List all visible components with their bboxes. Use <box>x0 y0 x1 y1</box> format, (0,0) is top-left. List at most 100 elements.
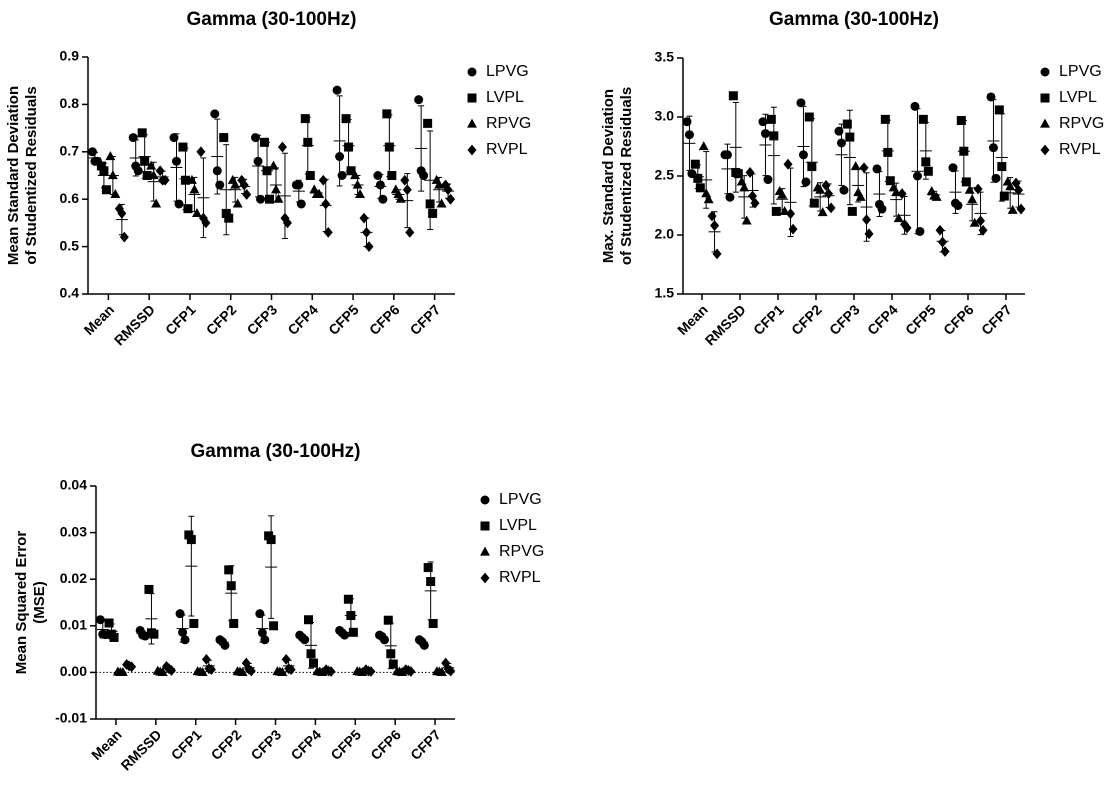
chart-title: Gamma (30-100Hz) <box>190 441 360 462</box>
point <box>948 163 958 173</box>
point <box>137 128 147 138</box>
point <box>872 164 882 174</box>
y-tick-label: 2.5 <box>655 167 675 183</box>
point <box>883 147 893 157</box>
point <box>698 141 709 151</box>
point <box>964 184 975 194</box>
y-axis-title-line: Mean Squared Error <box>13 531 30 675</box>
point <box>758 117 768 127</box>
point <box>695 183 705 193</box>
point <box>864 228 874 240</box>
point <box>382 109 392 119</box>
point <box>690 159 700 169</box>
point <box>104 618 114 628</box>
point <box>346 166 356 176</box>
point <box>99 166 109 176</box>
point <box>224 213 234 223</box>
point <box>175 609 185 619</box>
point <box>777 189 788 199</box>
point <box>160 174 170 186</box>
point <box>101 185 111 195</box>
legend-marker <box>480 521 490 531</box>
point <box>910 101 920 111</box>
point <box>885 176 895 186</box>
point <box>277 141 287 153</box>
point <box>1007 204 1018 214</box>
point <box>397 667 408 676</box>
x-tick-label: CFP7 <box>407 301 444 338</box>
legend-marker <box>480 546 490 556</box>
point <box>976 215 986 227</box>
point <box>707 210 717 222</box>
point <box>373 171 383 180</box>
point <box>151 198 162 208</box>
point <box>215 180 225 190</box>
point <box>839 185 849 195</box>
point <box>105 151 116 161</box>
point <box>266 535 276 545</box>
y-tick-label: 2.0 <box>655 226 675 242</box>
point <box>183 204 193 214</box>
y-tick-label: -0.01 <box>55 710 87 726</box>
point <box>146 160 157 170</box>
point <box>988 143 998 153</box>
point <box>364 241 374 252</box>
point <box>337 171 347 180</box>
point <box>314 189 325 199</box>
point <box>281 653 291 665</box>
point <box>178 142 188 152</box>
point <box>191 208 202 218</box>
point <box>786 208 796 220</box>
y-tick-label: 0.01 <box>60 617 87 633</box>
point <box>959 146 969 156</box>
point <box>355 189 365 199</box>
legend-marker <box>1040 93 1050 103</box>
point <box>375 180 385 190</box>
point <box>294 180 304 190</box>
legend-marker <box>480 495 490 505</box>
legend-label: RPVG <box>1059 115 1104 132</box>
point <box>232 198 243 208</box>
point <box>206 664 216 676</box>
point <box>434 179 445 189</box>
point <box>953 201 963 210</box>
point <box>940 246 950 257</box>
legend-label: RPVG <box>499 543 544 560</box>
point <box>277 667 288 676</box>
point <box>166 665 176 676</box>
point <box>335 152 345 162</box>
y-tick-label: 0.4 <box>60 285 80 301</box>
legend-label: RPVG <box>486 115 531 132</box>
x-tick-label: CFP5 <box>325 301 362 338</box>
point <box>423 563 433 573</box>
legend-label: LPVG <box>1059 63 1102 80</box>
legend-label: LVPL <box>1059 89 1097 106</box>
point <box>300 635 310 645</box>
point <box>257 628 267 638</box>
point <box>796 98 806 108</box>
point <box>282 217 292 229</box>
point <box>117 208 127 219</box>
y-tick-label: 0.5 <box>60 237 80 253</box>
point <box>760 129 770 139</box>
point <box>443 184 453 196</box>
point <box>95 615 105 625</box>
point <box>350 170 360 180</box>
y-axis-title-line: Max. Standard Deviation <box>600 89 617 263</box>
point <box>419 640 429 650</box>
point <box>186 174 197 184</box>
x-tick-label: CFP2 <box>788 301 825 338</box>
point <box>801 177 811 187</box>
point <box>237 667 248 676</box>
x-tick-label: Mean <box>88 726 125 763</box>
point <box>300 114 310 124</box>
point <box>836 138 846 148</box>
x-tick-label: Mean <box>81 301 118 338</box>
point <box>169 133 179 143</box>
point <box>386 649 396 659</box>
legend-marker <box>1040 118 1050 128</box>
point <box>741 215 752 225</box>
point <box>850 161 861 171</box>
point <box>682 117 692 127</box>
